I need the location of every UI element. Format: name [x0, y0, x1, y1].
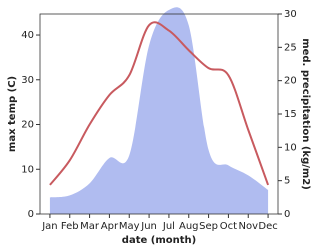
precipitation-area: [49, 7, 269, 214]
x-tick-label: Jun: [140, 221, 157, 232]
x-tick-label: Aug: [179, 221, 199, 232]
y2-tick-label: 20: [284, 76, 297, 87]
y2-axis-title: med. precipitation (kg/m2): [300, 38, 311, 190]
x-tick-label: Mar: [80, 221, 100, 232]
y-tick-label: 30: [21, 75, 34, 86]
y2-tick-label: 30: [284, 9, 297, 20]
temperature-line: [49, 21, 270, 186]
y-tick-label: 40: [21, 30, 34, 41]
y2-tick-label: 25: [284, 42, 297, 53]
x-tick-label: Oct: [220, 221, 237, 232]
y-axis-title: max temp (C): [7, 76, 18, 152]
x-tick-label: Feb: [61, 221, 79, 232]
x-axis-title: date (month): [122, 235, 196, 246]
x-tick-label: Jul: [162, 221, 175, 232]
x-tick-label: Nov: [238, 221, 258, 232]
y2-tick-label: 0: [284, 209, 290, 220]
y2-tick-label: 10: [284, 142, 297, 153]
x-tick-label: Apr: [101, 221, 119, 232]
x-tick-label: Dec: [258, 221, 277, 232]
y2-tick-label: 5: [284, 176, 290, 187]
y-tick-label: 10: [21, 164, 34, 175]
y2-tick-label: 15: [284, 109, 297, 120]
x-tick-label: May: [119, 221, 140, 232]
y-tick-label: 0: [28, 209, 34, 220]
y-tick-label: 20: [21, 120, 34, 131]
x-tick-label: Jan: [41, 221, 57, 232]
x-tick-label: Sep: [199, 221, 218, 232]
